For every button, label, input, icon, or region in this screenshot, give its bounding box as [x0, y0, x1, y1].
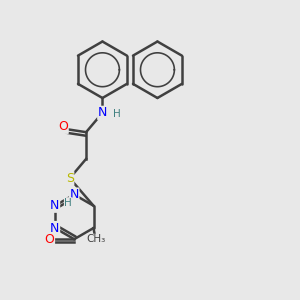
- Text: S: S: [66, 172, 74, 185]
- Text: H: H: [64, 198, 72, 208]
- Text: CH₃: CH₃: [87, 234, 106, 244]
- Text: H: H: [113, 109, 121, 119]
- Text: O: O: [45, 233, 55, 246]
- Text: N: N: [50, 199, 60, 212]
- Text: N: N: [98, 106, 107, 119]
- Text: N: N: [70, 188, 79, 201]
- Text: O: O: [58, 120, 68, 133]
- Text: N: N: [50, 221, 60, 235]
